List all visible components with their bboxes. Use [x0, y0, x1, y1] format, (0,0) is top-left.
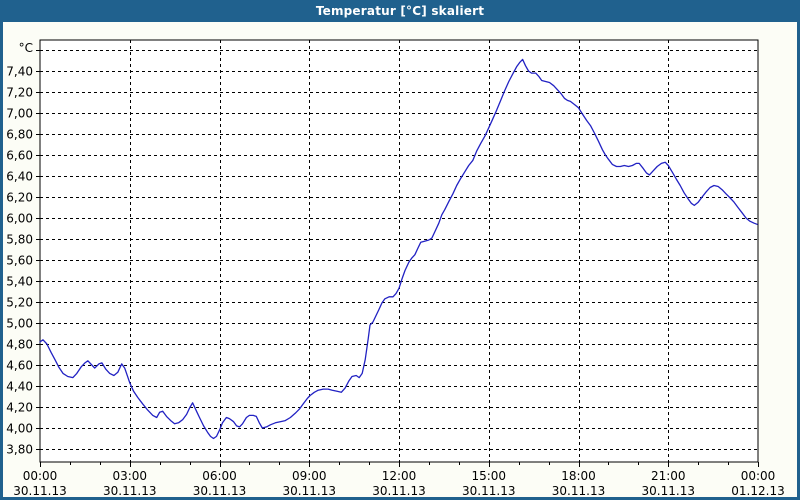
svg-text:30.11.13: 30.11.13: [103, 484, 156, 497]
celsius-unit-label: °C: [19, 41, 33, 55]
svg-text:5,00: 5,00: [6, 317, 33, 331]
svg-text:21:00: 21:00: [651, 469, 686, 483]
svg-text:00:00: 00:00: [23, 469, 58, 483]
temperature-chart: 3,80 4,00 4,20 4,40 4,60 4,80 5,00 5,20 5,40 5,60…: [6, 39, 785, 497]
svg-text:30.11.13: 30.11.13: [642, 484, 695, 497]
svg-text:6,80: 6,80: [6, 128, 33, 142]
svg-text:09:00: 09:00: [292, 469, 327, 483]
svg-text:7,20: 7,20: [6, 86, 33, 100]
svg-text:4,80: 4,80: [6, 338, 33, 352]
svg-text:6,40: 6,40: [6, 170, 33, 184]
svg-text:6,00: 6,00: [6, 212, 33, 226]
svg-text:5,20: 5,20: [6, 296, 33, 310]
svg-text:30.11.13: 30.11.13: [13, 484, 66, 497]
temperature-line: [39, 58, 758, 440]
svg-text:5,40: 5,40: [6, 275, 33, 289]
svg-text:5,60: 5,60: [6, 254, 33, 268]
svg-text:30.11.13: 30.11.13: [462, 484, 515, 497]
svg-text:30.11.13: 30.11.13: [283, 484, 336, 497]
x-axis-labels: 00:0030.11.1303:0030.11.1306:0030.11.130…: [13, 469, 784, 497]
svg-text:3,80: 3,80: [6, 443, 33, 457]
svg-text:4,00: 4,00: [6, 422, 33, 436]
svg-text:06:00: 06:00: [202, 469, 237, 483]
svg-text:00:00: 00:00: [741, 469, 776, 483]
svg-text:30.11.13: 30.11.13: [193, 484, 246, 497]
svg-text:18:00: 18:00: [561, 469, 596, 483]
window-titlebar[interactable]: Temperatur [°C] skaliert: [0, 0, 800, 22]
svg-text:4,20: 4,20: [6, 401, 33, 415]
svg-text:30.11.13: 30.11.13: [552, 484, 605, 497]
svg-text:4,40: 4,40: [6, 380, 33, 394]
svg-text:7,00: 7,00: [6, 107, 33, 121]
chart-area: 3,80 4,00 4,20 4,40 4,60 4,80 5,00 5,20 5,40 5,60…: [3, 22, 797, 497]
svg-text:15:00: 15:00: [471, 469, 506, 483]
x-axis-ticks: [40, 462, 759, 467]
y-axis-ticks: [36, 50, 40, 450]
svg-text:01.12.13: 01.12.13: [731, 484, 784, 497]
svg-text:7,40: 7,40: [6, 65, 33, 79]
window-title: Temperatur [°C] skaliert: [315, 4, 485, 18]
svg-text:6,20: 6,20: [6, 191, 33, 205]
svg-text:30.11.13: 30.11.13: [372, 484, 425, 497]
vertical-gridlines: [130, 40, 669, 462]
svg-text:12:00: 12:00: [382, 469, 417, 483]
svg-text:03:00: 03:00: [112, 469, 147, 483]
svg-text:5,80: 5,80: [6, 233, 33, 247]
svg-text:4,60: 4,60: [6, 359, 33, 373]
svg-text:6,60: 6,60: [6, 149, 33, 163]
y-axis-labels: 3,80 4,00 4,20 4,40 4,60 4,80 5,00 5,20 5,40 5,60…: [6, 65, 33, 457]
